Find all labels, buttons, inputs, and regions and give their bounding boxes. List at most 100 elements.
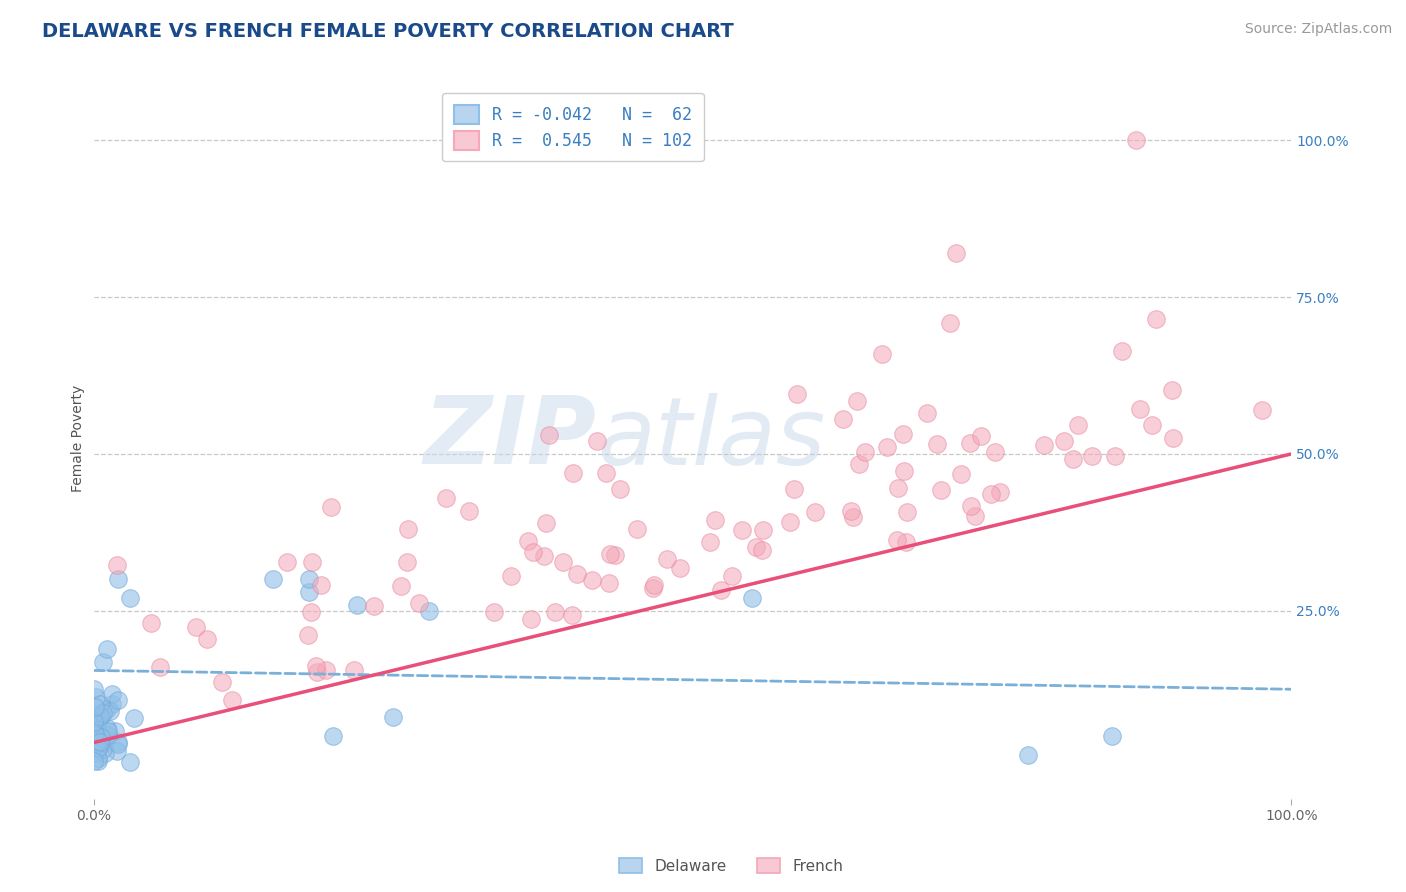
Point [94,747,117,761]
Point [831,412,853,426]
Point [950,467,973,481]
Point [186,620,208,634]
Point [90,708,112,723]
Point [434,491,457,506]
Point [517,533,540,548]
Point [389,579,412,593]
Point [84,700,107,714]
Point [893,464,915,478]
Legend: Delaware, French: Delaware, French [613,852,849,880]
Text: atlas: atlas [596,392,825,483]
Point [983,445,1005,459]
Point [91,741,114,756]
Point [319,500,342,514]
Point [221,693,243,707]
Point [886,533,908,548]
Point [1144,312,1167,326]
Point [84,707,107,722]
Point [959,499,981,513]
Point [1101,729,1123,743]
Point [896,505,918,519]
Point [107,693,129,707]
Point [567,566,589,581]
Point [305,659,328,673]
Point [84,727,107,741]
Point [704,513,727,527]
Point [522,545,544,559]
Point [1053,434,1076,448]
Point [97,724,120,739]
Point [83,739,105,754]
Point [83,740,105,755]
Point [603,548,626,562]
Point [101,698,124,712]
Point [876,440,898,454]
Point [501,569,523,583]
Point [1111,343,1133,358]
Point [925,437,948,451]
Point [309,578,332,592]
Point [721,569,744,583]
Point [86,723,108,738]
Point [744,540,766,554]
Point [298,573,321,587]
Y-axis label: Female Poverty: Female Poverty [72,384,86,491]
Point [959,435,981,450]
Point [343,663,366,677]
Point [396,522,419,536]
Point [89,712,111,726]
Point [751,543,773,558]
Point [839,504,862,518]
Point [643,578,665,592]
Point [211,675,233,690]
Point [553,555,575,569]
Text: ZIP: ZIP [423,392,596,484]
Point [297,627,319,641]
Point [731,523,754,537]
Point [609,483,631,497]
Point [382,710,405,724]
Point [786,387,808,401]
Point [598,576,620,591]
Point [118,591,141,606]
Point [751,524,773,538]
Point [84,690,107,705]
Point [87,739,110,753]
Point [83,714,105,729]
Point [87,754,110,768]
Point [458,504,481,518]
Point [595,466,617,480]
Point [408,596,430,610]
Point [1080,450,1102,464]
Point [97,728,120,742]
Point [915,405,938,419]
Point [1125,133,1147,147]
Text: DELAWARE VS FRENCH FEMALE POVERTY CORRELATION CHART: DELAWARE VS FRENCH FEMALE POVERTY CORREL… [42,22,734,41]
Point [89,709,111,723]
Point [96,641,118,656]
Point [276,555,298,569]
Point [1129,401,1152,416]
Point [519,612,541,626]
Point [782,483,804,497]
Point [346,598,368,612]
Point [86,751,108,765]
Point [104,724,127,739]
Point [89,733,111,747]
Point [544,605,567,619]
Point [107,573,129,587]
Point [853,445,876,459]
Point [107,737,129,751]
Text: Source: ZipAtlas.com: Source: ZipAtlas.com [1244,22,1392,37]
Point [262,573,284,587]
Point [779,516,801,530]
Point [1250,403,1272,417]
Point [887,481,910,495]
Point [91,706,114,720]
Point [322,729,344,743]
Point [363,599,385,613]
Point [848,457,870,471]
Legend: R = -0.042   N =  62, R =  0.545   N = 102: R = -0.042 N = 62, R = 0.545 N = 102 [441,93,703,161]
Point [988,484,1011,499]
Point [299,605,322,619]
